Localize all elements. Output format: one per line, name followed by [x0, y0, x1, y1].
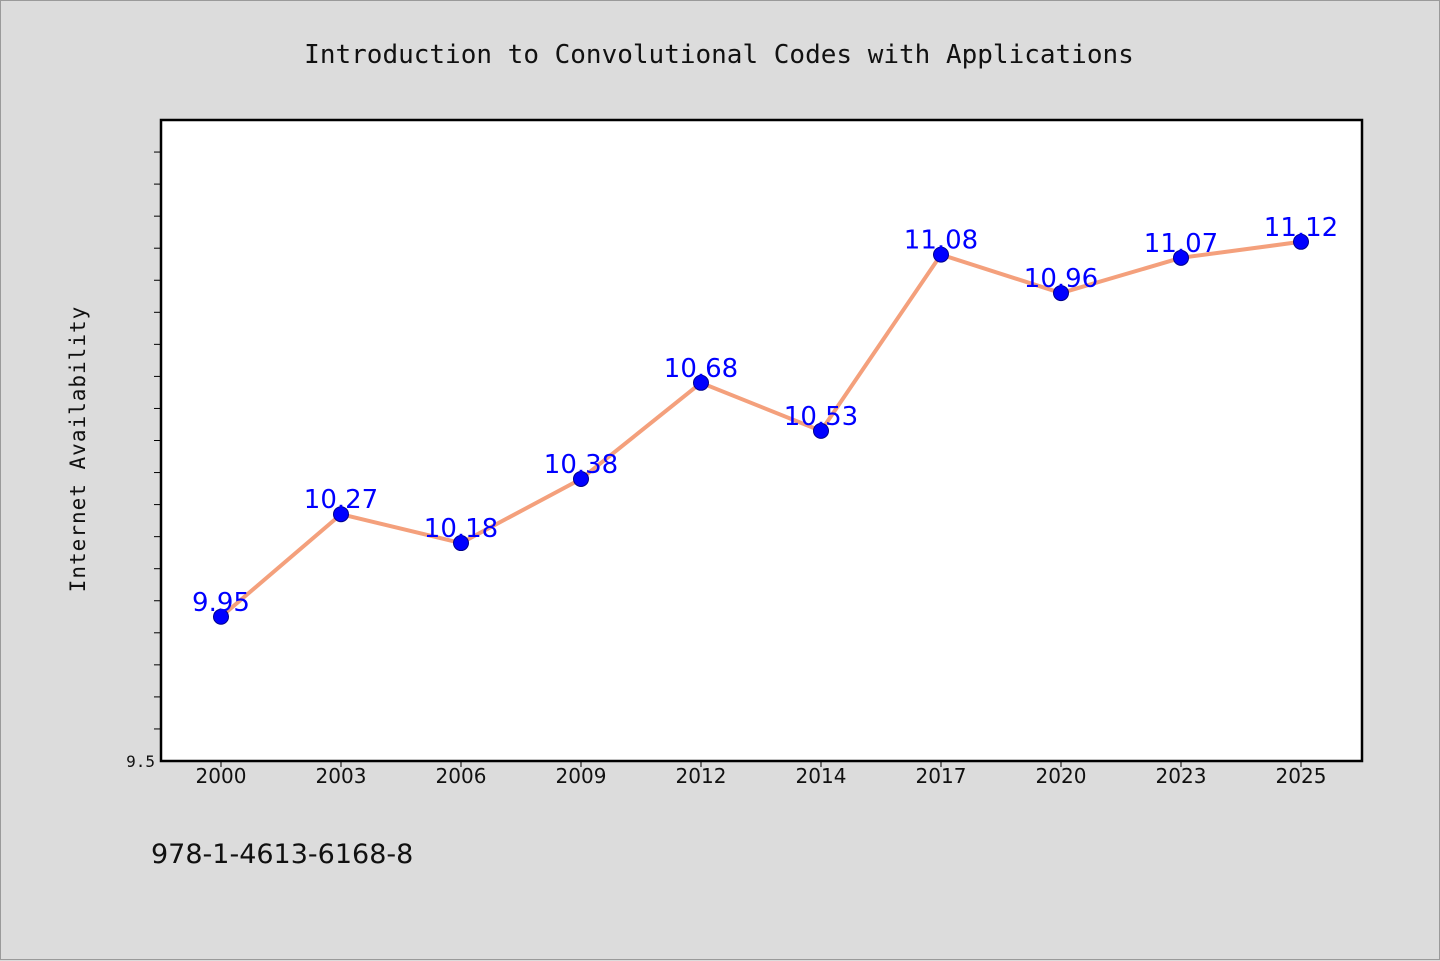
y-axis-label: Internet Availability [66, 306, 90, 593]
chart-title: Introduction to Convolutional Codes with… [304, 40, 1134, 70]
x-tick-label: 2003 [316, 764, 367, 788]
data-point [1173, 249, 1189, 266]
y-axis: 9.5 [126, 151, 161, 771]
data-point [813, 422, 829, 439]
x-tick-label: 2006 [436, 764, 487, 788]
plot-area [161, 120, 1362, 761]
x-tick-label: 2023 [1156, 764, 1207, 788]
data-label: 9.95 [192, 588, 250, 618]
x-tick-label: 2000 [196, 764, 247, 788]
series-layer: 9.95 10.27 10.18 10.38 10.68 10.53 11.08 10.96 1… [192, 213, 1338, 625]
data-point [213, 608, 229, 625]
x-tick-label: 2009 [556, 764, 607, 788]
data-label: 11.07 [1144, 229, 1218, 259]
y-tick-label: 9.5 [126, 752, 155, 771]
data-label: 10.38 [544, 450, 618, 480]
x-tick-label: 2014 [796, 764, 847, 788]
x-tick-label: 2025 [1276, 764, 1327, 788]
data-label: 10.68 [664, 354, 738, 384]
data-point [933, 246, 949, 263]
footer-isbn: 978-1-4613-6168-8 [151, 839, 413, 870]
data-point [1053, 285, 1069, 302]
data-label: 10.53 [784, 402, 858, 432]
x-tick-label: 2012 [676, 764, 727, 788]
data-point [693, 374, 709, 391]
series-line [219, 239, 1303, 619]
plot-border [159, 118, 1364, 763]
data-point [1293, 233, 1309, 250]
x-axis: 2000 2003 2006 2009 2012 2014 2017 2020 2023 2025 [196, 761, 1327, 788]
x-tick-label: 2017 [916, 764, 967, 788]
data-label: 10.27 [304, 485, 378, 515]
data-label: 10.96 [1024, 264, 1098, 294]
data-label: 10.18 [424, 514, 498, 544]
data-point [453, 535, 469, 552]
data-point [333, 506, 349, 523]
data-label: 11.12 [1264, 213, 1338, 243]
data-label: 11.08 [904, 226, 978, 256]
x-tick-label: 2020 [1036, 764, 1087, 788]
data-point [573, 470, 589, 487]
